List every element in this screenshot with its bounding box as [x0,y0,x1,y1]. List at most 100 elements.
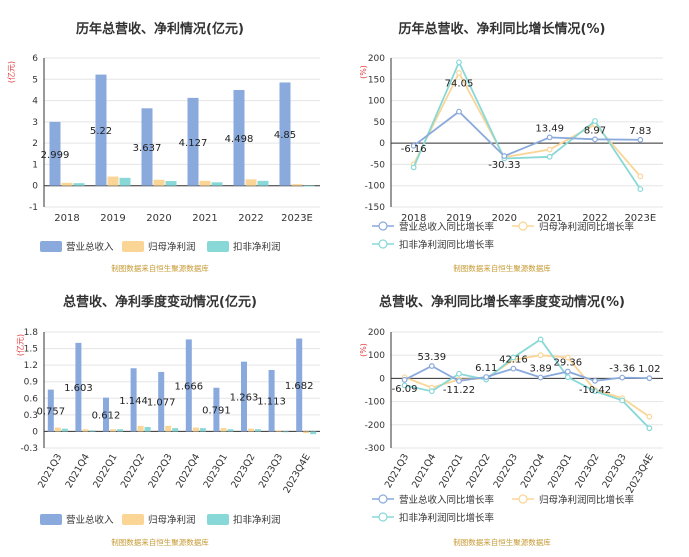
line-point [546,153,553,160]
line-point [564,374,571,381]
bar-revenue [158,371,165,432]
line-point [637,173,644,180]
bar-revenue [141,108,153,186]
bar-value-label: 0.612 [92,411,121,422]
x-tick-label: 2023E [281,213,313,224]
x-tick-label: 2018 [54,213,79,224]
line-point [637,136,644,143]
line-point [537,374,544,381]
x-tick-label: 2022Q3 [146,452,174,490]
legend-label: 归母净利润同比增长率 [539,221,635,233]
legend-swatch [207,241,229,252]
line-value-label: 1.02 [638,364,660,375]
x-tick-label: 2018 [401,213,426,224]
x-tick-label: 2022 [582,213,607,224]
line-point [546,146,553,153]
bar-revenue [49,121,61,186]
x-tick-label: 2019 [446,213,471,224]
legend-label: 营业总收入同比增长率 [399,221,495,233]
y-tick-label: 100 [368,97,385,107]
bar-revenue [187,97,199,186]
bar-value-label: 4.498 [225,134,254,145]
line-value-label: 29.36 [553,358,582,369]
line-revenue [404,364,650,382]
y-tick-label: 4 [32,97,38,107]
line-point [428,363,435,369]
y-tick-label: 0 [32,182,38,192]
line-value-label: 6.11 [475,363,497,374]
x-tick-label: 2023Q4E [625,452,656,495]
bar-net-profit [192,427,199,432]
bar-net-profit [82,429,89,432]
bar-net-profit [199,180,211,186]
line-revenue [413,110,641,158]
y-tick-label: 150 [368,75,385,85]
bar-deducted-profit [310,431,317,435]
line-point [592,118,598,124]
bar-value-label: 4.127 [179,138,208,149]
x-tick-label: 2022Q1 [91,452,119,490]
bar-revenue [103,397,109,432]
x-tick-label: 2021Q3 [36,452,64,490]
bar-deducted-profit [227,429,234,432]
x-tick-label: 2021Q4 [410,452,438,490]
line-point [537,352,544,359]
line-point [510,354,517,361]
line-point [456,69,462,76]
line-deducted-profit [404,338,651,429]
bar-value-label: 3.637 [133,143,162,154]
bar-deducted-profit [282,431,289,433]
y-unit-label: (%) [359,65,368,79]
bar-net-profit [165,425,172,432]
bar-revenue [233,89,245,186]
x-tick-label: 2022Q3 [492,452,520,490]
bar-revenue [213,387,220,432]
legend-label: 营业总收入 [66,241,114,253]
bar-revenue [241,361,247,432]
y-tick-label: -300 [365,444,386,454]
source-note: 制图数据来自恒生聚源数据库 [453,537,551,547]
bar-deducted-profit [303,185,315,187]
bar-net-profit [110,429,116,432]
legend-marker [378,494,388,504]
legend-marker [518,494,528,504]
x-tick-label: 2021Q4 [64,452,92,490]
bar-revenue [279,82,291,186]
bar-net-profit [275,430,282,432]
x-tick-label: 2023Q2 [229,452,257,490]
line-point [619,374,626,381]
legend-marker [518,221,528,231]
line-point [410,164,417,171]
y-tick-label: 1.2 [24,361,38,371]
bar-deducted-profit [199,428,206,432]
line-value-label: -11.22 [443,385,475,396]
line-point [537,336,544,343]
bar-value-label: 1.603 [64,383,93,394]
line-point [401,376,408,383]
legend-label: 营业总收入同比增长率 [399,494,495,506]
line-point [483,374,490,380]
line-value-label: -6.16 [401,144,427,155]
bar-deducted-profit [117,429,123,432]
y-tick-label: 3 [32,118,38,128]
bar-value-label: 1.113 [257,397,286,408]
y-tick-label: 0.6 [24,394,39,404]
bar-deducted-profit [89,430,96,432]
chart-title: 历年总营收、净利同比增长情况(%) [399,21,606,37]
c1-chart: 历年总营收、净利情况(亿元) (亿元) -1 0 1 2 3 4 5 6 2018 2019 2020 2… [6,21,320,273]
bar-value-label: 0.757 [36,407,65,418]
bar-revenue [130,368,137,432]
bar-value-label: 5.22 [90,126,112,137]
c2-chart: 历年总营收、净利同比增长情况(%) (%) -150 -100 -50 0 50 100 150… [359,21,663,273]
x-tick-label: 2023Q4E [281,452,312,495]
line-value-label: -30.33 [488,160,520,171]
chart-title: 总营收、净利同比增长率季度变动情况(%) [379,294,625,310]
line-point [592,388,598,395]
x-tick-label: 2020 [146,213,171,224]
y-tick-label: 5 [32,75,38,85]
bar-revenue [95,74,107,186]
y-tick-label: 0 [379,374,385,384]
line-point [646,425,653,432]
line-value-label: 53.39 [417,352,446,363]
line-point [592,136,598,143]
